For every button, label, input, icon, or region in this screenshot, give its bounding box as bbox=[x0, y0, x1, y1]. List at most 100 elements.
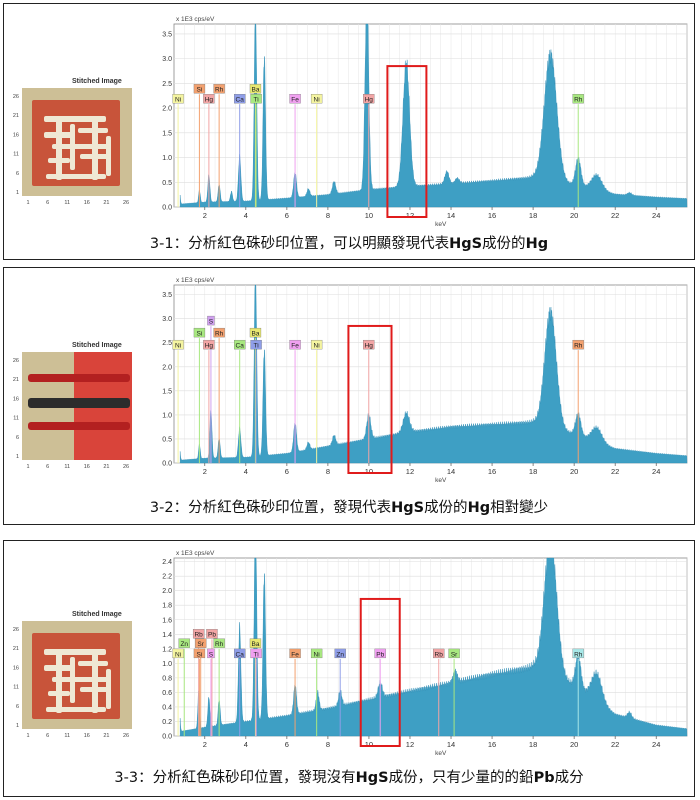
element-label: Rb bbox=[433, 648, 445, 659]
element-label: Sr bbox=[448, 648, 460, 658]
element-label-box bbox=[213, 638, 225, 648]
element-label-text: Rh bbox=[215, 331, 224, 338]
element-label-text: Hg bbox=[205, 97, 214, 104]
element-label-box bbox=[207, 648, 215, 659]
element-label: Hg bbox=[203, 339, 215, 350]
x-tick-label: 14 bbox=[447, 740, 455, 749]
element-label-box bbox=[572, 339, 584, 350]
element-label-box bbox=[172, 339, 184, 350]
figure-caption: 3-3：分析紅色硃砂印位置，發現沒有HgS成份，只有少量的的鉛Pb成分 bbox=[114, 770, 584, 786]
element-label: Rh bbox=[572, 648, 584, 658]
y-tick-label: 0.0 bbox=[162, 461, 172, 468]
element-label: Rb bbox=[192, 629, 205, 639]
spectrum-chart: Rb Pb Zn Sr Rh Ba Ni Si S Ca Ti Fe Ni Zn Pb Rb Sr Rh 0.0 0.… bbox=[162, 550, 688, 756]
element-label-box bbox=[213, 84, 225, 94]
y-tick-label: 3.5 bbox=[162, 292, 172, 299]
x-axis-label: keV bbox=[435, 477, 447, 483]
y-tick-label: 2.0 bbox=[162, 588, 172, 595]
y-tick-label: 0.0 bbox=[162, 734, 172, 741]
element-label: Zn bbox=[334, 648, 346, 658]
thumbnail-y-tick: 16 bbox=[13, 665, 19, 671]
thumbnail-y-tick: 21 bbox=[13, 113, 19, 119]
element-label-text: Rb bbox=[435, 651, 444, 658]
element-label-box bbox=[289, 94, 301, 104]
x-tick-label: 16 bbox=[488, 211, 496, 220]
x-tick-label: 10 bbox=[365, 211, 373, 220]
element-label: Si bbox=[193, 648, 206, 659]
thumbnail-y-tick: 21 bbox=[13, 377, 19, 383]
element-label: Ca bbox=[234, 648, 246, 659]
y-tick-label: 2.4 bbox=[162, 559, 172, 566]
y-tick-label: 0.5 bbox=[162, 180, 172, 187]
x-tick-label: 14 bbox=[447, 211, 455, 220]
thumbnail-x-tick: 21 bbox=[103, 733, 109, 739]
element-label-box bbox=[172, 94, 184, 104]
element-label-text: Zn bbox=[336, 651, 344, 658]
spectrum-panel-3: Stitched Image 26 21 16 11 6 1 1 6 11 16 21 26 Rb Pb… bbox=[3, 540, 695, 797]
y-tick-label: 1.4 bbox=[162, 632, 172, 639]
seal-stroke bbox=[56, 651, 62, 713]
x-tick-label: 24 bbox=[652, 467, 660, 476]
element-label: Rh bbox=[213, 638, 225, 648]
element-label: Hg bbox=[203, 94, 215, 104]
x-tick-label: 2 bbox=[203, 467, 207, 476]
y-tick-label: 2.0 bbox=[162, 106, 172, 113]
highlight-box bbox=[386, 65, 428, 219]
figure-caption: 3-2：分析紅色硃砂印位置，發現代表HgS成份的Hg相對變少 bbox=[149, 500, 549, 516]
spectrum-panel-1: Stitched Image 26 21 16 11 6 1 1 6 11 16 21 26 Si Rh… bbox=[3, 3, 695, 260]
x-tick-label: 6 bbox=[285, 211, 289, 220]
y-tick-label: 0.8 bbox=[162, 675, 172, 682]
y-tick-label: 3.0 bbox=[162, 316, 172, 323]
element-label: Fe bbox=[289, 648, 301, 658]
x-tick-label: 10 bbox=[365, 740, 373, 749]
units-label: x 1E3 cps/eV bbox=[176, 277, 215, 284]
thumbnail-y-tick: 11 bbox=[13, 685, 19, 691]
element-label-text: Ba bbox=[251, 87, 259, 94]
element-label-text: Rh bbox=[215, 641, 224, 648]
thumbnail-y-tick: 1 bbox=[16, 723, 19, 729]
element-label-text: Pb bbox=[376, 651, 384, 658]
element-label: Ni bbox=[310, 339, 323, 350]
element-label-text: Ca bbox=[236, 97, 245, 104]
element-label-box bbox=[195, 638, 207, 648]
element-label-text: Ni bbox=[314, 97, 320, 104]
black-stroke bbox=[28, 398, 130, 408]
element-label-box bbox=[203, 339, 215, 350]
element-label: Rh bbox=[572, 94, 584, 104]
thumbnail-y-tick: 6 bbox=[16, 435, 19, 441]
element-label-box bbox=[433, 648, 445, 659]
thumbnail-y-tick: 26 bbox=[13, 358, 19, 364]
y-tick-label: 1.0 bbox=[162, 661, 172, 668]
stitched-image-thumbnail: Stitched Image 26 21 16 11 6 1 1 6 11 16 21 26 bbox=[10, 76, 150, 216]
x-tick-label: 18 bbox=[529, 467, 537, 476]
thumbnail-y-tick: 21 bbox=[13, 646, 19, 652]
element-label-box bbox=[193, 648, 206, 659]
element-label-box bbox=[207, 315, 215, 326]
element-label-text: Zn bbox=[180, 641, 188, 648]
y-tick-label: 3.5 bbox=[162, 31, 172, 38]
thumbnail-y-tick: 26 bbox=[13, 627, 19, 633]
units-label: x 1E3 cps/eV bbox=[176, 16, 215, 23]
element-label-box bbox=[213, 327, 225, 338]
x-axis-label: keV bbox=[435, 221, 447, 227]
element-label-text: Rh bbox=[574, 651, 583, 658]
element-label: Hg bbox=[363, 339, 375, 350]
x-tick-label: 16 bbox=[488, 740, 496, 749]
element-label-text: Ni bbox=[314, 343, 320, 350]
element-label: Pb bbox=[206, 629, 218, 639]
element-label-text: Si bbox=[197, 331, 203, 338]
element-label-box bbox=[234, 648, 246, 659]
thumbnail-x-tick: 11 bbox=[64, 464, 70, 470]
element-label-box bbox=[310, 339, 323, 350]
x-tick-label: 12 bbox=[406, 740, 414, 749]
element-label: Rh bbox=[213, 327, 225, 338]
element-label-box bbox=[363, 94, 375, 104]
y-tick-label: 1.5 bbox=[162, 130, 172, 137]
element-label-text: Rh bbox=[215, 87, 224, 94]
x-tick-label: 12 bbox=[406, 467, 414, 476]
element-label-box bbox=[172, 648, 184, 659]
element-label-text: Ba bbox=[251, 641, 259, 648]
thumbnail-x-tick: 6 bbox=[46, 200, 49, 206]
